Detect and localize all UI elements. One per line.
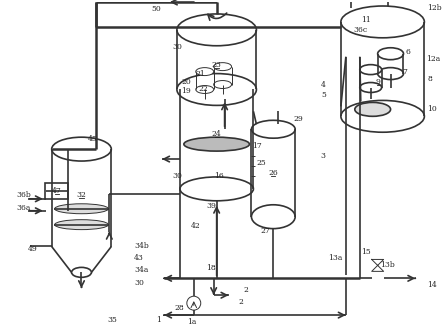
FancyBboxPatch shape bbox=[45, 183, 68, 199]
Text: 29: 29 bbox=[293, 115, 303, 123]
Text: 4: 4 bbox=[321, 80, 326, 88]
Text: 20: 20 bbox=[182, 77, 192, 85]
Text: 12a: 12a bbox=[426, 55, 440, 63]
Ellipse shape bbox=[360, 65, 382, 75]
Text: 3: 3 bbox=[320, 152, 325, 160]
Text: 28: 28 bbox=[174, 304, 184, 312]
Text: 9: 9 bbox=[375, 77, 380, 85]
Text: 23: 23 bbox=[212, 61, 222, 69]
Text: 30: 30 bbox=[134, 279, 144, 287]
Text: 47: 47 bbox=[52, 187, 62, 195]
Ellipse shape bbox=[196, 85, 214, 93]
Ellipse shape bbox=[55, 204, 108, 214]
Text: 42: 42 bbox=[191, 222, 201, 230]
Ellipse shape bbox=[251, 205, 295, 228]
Ellipse shape bbox=[55, 220, 108, 229]
Text: 24: 24 bbox=[212, 130, 222, 138]
Text: 6: 6 bbox=[405, 48, 410, 56]
Ellipse shape bbox=[196, 68, 214, 76]
Ellipse shape bbox=[180, 177, 254, 201]
Text: 50: 50 bbox=[151, 5, 161, 13]
Text: 34a: 34a bbox=[134, 266, 149, 274]
Ellipse shape bbox=[341, 6, 424, 38]
Ellipse shape bbox=[251, 120, 295, 138]
Text: 11: 11 bbox=[361, 16, 370, 24]
Text: 5: 5 bbox=[321, 91, 326, 99]
Text: 19: 19 bbox=[181, 87, 190, 95]
Text: 2: 2 bbox=[238, 298, 243, 306]
Text: 14: 14 bbox=[428, 281, 437, 289]
Text: 1a: 1a bbox=[187, 318, 196, 326]
Text: 15: 15 bbox=[361, 249, 371, 257]
Text: 7: 7 bbox=[403, 68, 408, 76]
Text: 27: 27 bbox=[260, 226, 270, 234]
Text: 34b: 34b bbox=[134, 242, 149, 250]
Text: 32: 32 bbox=[76, 191, 87, 199]
Ellipse shape bbox=[378, 48, 404, 60]
Text: 21: 21 bbox=[196, 70, 206, 78]
Text: 22: 22 bbox=[199, 85, 209, 93]
Ellipse shape bbox=[378, 68, 404, 79]
Text: 8: 8 bbox=[428, 75, 432, 82]
Text: 30: 30 bbox=[172, 172, 182, 180]
Text: 18: 18 bbox=[206, 264, 215, 272]
Ellipse shape bbox=[177, 14, 257, 46]
Text: 16: 16 bbox=[214, 172, 223, 180]
Text: 49: 49 bbox=[28, 245, 38, 253]
Ellipse shape bbox=[52, 137, 111, 161]
Text: 2: 2 bbox=[243, 286, 248, 294]
Text: 35: 35 bbox=[107, 316, 117, 324]
Ellipse shape bbox=[184, 137, 250, 151]
Ellipse shape bbox=[214, 63, 232, 71]
Text: 10: 10 bbox=[428, 106, 437, 113]
Text: 26: 26 bbox=[269, 169, 278, 177]
Text: 36b: 36b bbox=[16, 191, 31, 199]
Text: 45: 45 bbox=[87, 135, 97, 143]
Text: 17: 17 bbox=[253, 142, 262, 150]
Text: 25: 25 bbox=[257, 159, 266, 167]
Ellipse shape bbox=[187, 296, 201, 310]
Text: 43: 43 bbox=[134, 255, 144, 262]
Text: 39: 39 bbox=[207, 202, 217, 210]
Ellipse shape bbox=[355, 103, 391, 116]
Ellipse shape bbox=[360, 82, 382, 92]
Ellipse shape bbox=[214, 80, 232, 88]
Text: 13a: 13a bbox=[329, 255, 343, 262]
Ellipse shape bbox=[341, 100, 424, 132]
Text: 36a: 36a bbox=[16, 204, 30, 212]
Text: 13b: 13b bbox=[380, 261, 394, 269]
Ellipse shape bbox=[71, 267, 91, 277]
Text: 12b: 12b bbox=[428, 4, 442, 12]
Ellipse shape bbox=[177, 74, 257, 106]
Text: 1: 1 bbox=[156, 316, 161, 324]
Text: 36c: 36c bbox=[354, 26, 368, 34]
Text: 30: 30 bbox=[172, 43, 182, 51]
